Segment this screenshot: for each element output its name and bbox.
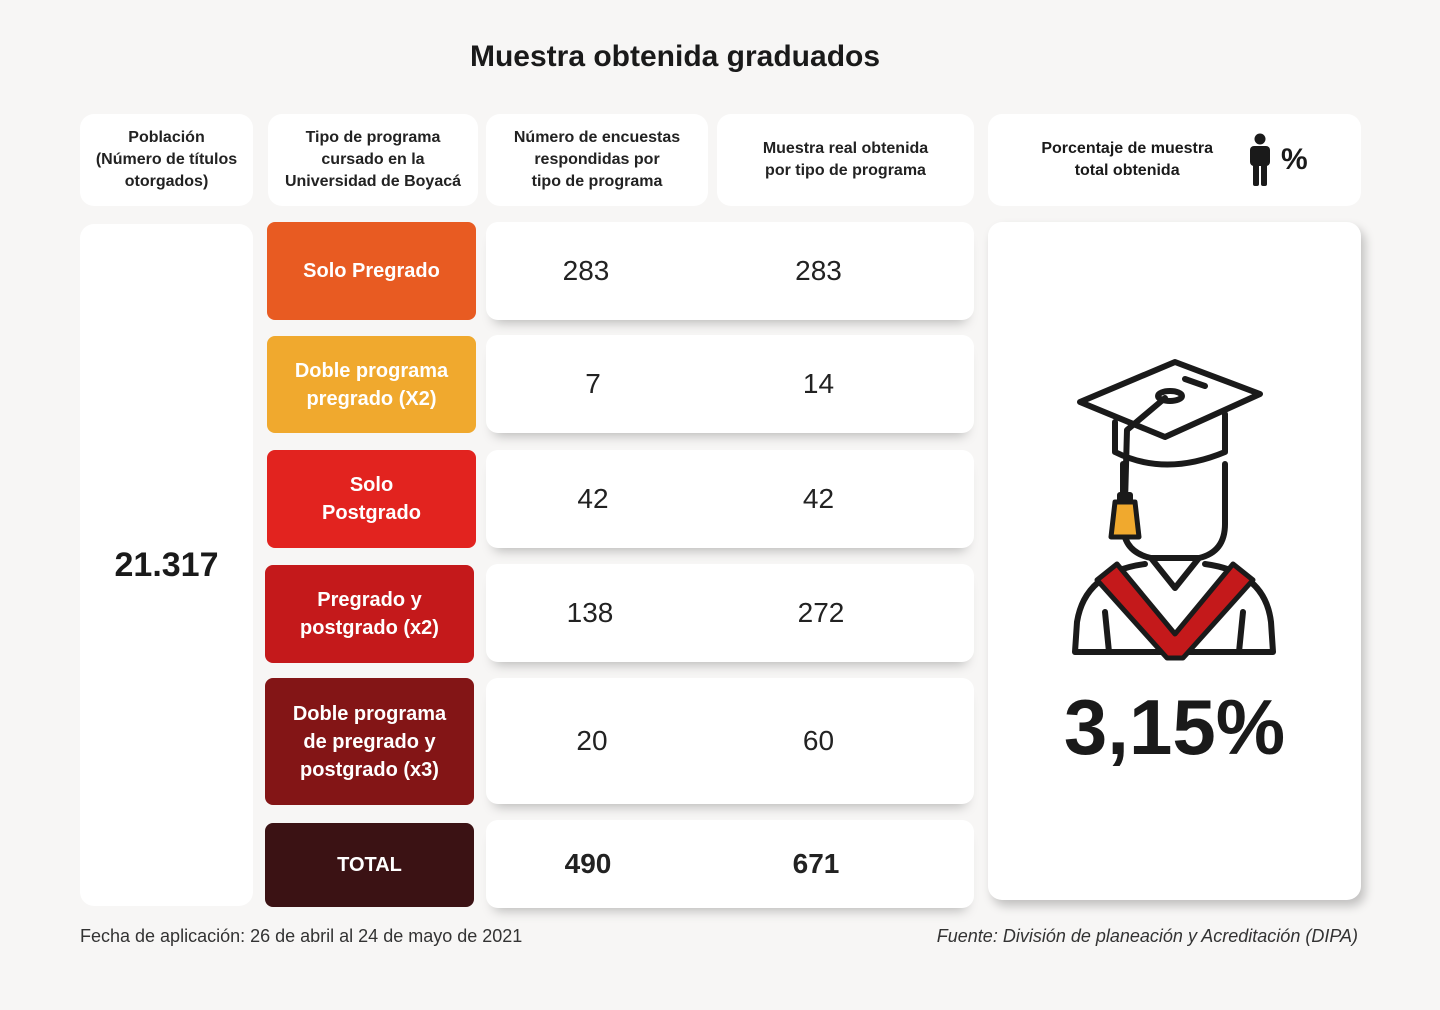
header-population: Población (Número de títulos otorgados) <box>80 114 253 206</box>
sample-value: 283 <box>795 255 842 286</box>
total-sample-value: 671 <box>792 848 840 879</box>
surveys-value: 42 <box>577 483 609 514</box>
total-row: 490 671 <box>486 820 974 908</box>
surveys-value: 138 <box>566 597 614 628</box>
program-doble-pregrado-postgrado: Doble programa de pregrado y postgrado (… <box>265 678 474 805</box>
sample-value: 42 <box>802 483 835 514</box>
source-note: Fuente: División de planeación y Acredit… <box>936 926 1358 946</box>
header-percentage-label: Porcentaje de muestra total obtenida <box>1041 140 1213 179</box>
percentage-card: 3,15% <box>988 222 1361 900</box>
application-date: Fecha de aplicación: 26 de abril al 24 d… <box>80 926 523 946</box>
surveys-value: 20 <box>576 725 608 756</box>
header-surveys: Número de encuestas respondidas por tipo… <box>486 114 708 206</box>
page-title: Muestra obtenida graduados <box>469 40 881 73</box>
surveys-value: 283 <box>562 255 610 286</box>
table-row: 283 283 <box>486 222 974 320</box>
table-row: 138 272 <box>486 564 974 662</box>
percent-symbol: % <box>1280 143 1308 176</box>
program-total: TOTAL <box>265 823 474 907</box>
header-percentage: Porcentaje de muestra total obtenida % <box>988 114 1361 206</box>
sample-value: 272 <box>797 597 845 628</box>
sample-value: 14 <box>802 368 835 399</box>
total-surveys-value: 490 <box>564 848 612 879</box>
percentage-value: 3,15% <box>1063 683 1286 771</box>
header-real-sample: Muestra real obtenida por tipo de progra… <box>717 114 974 206</box>
program-doble-pregrado: Doble programa pregrado (X2) <box>267 336 476 433</box>
sample-value: 60 <box>802 725 835 756</box>
header-program-type: Tipo de programa cursado en la Universid… <box>268 114 478 206</box>
surveys-value: 7 <box>585 368 601 399</box>
table-row: 7 14 <box>486 335 974 433</box>
population-value: 21.317 <box>80 224 253 906</box>
graduate-icon <box>1072 359 1276 661</box>
table-row: 20 60 <box>486 678 974 804</box>
program-solo-pregrado: Solo Pregrado <box>267 222 476 320</box>
table-row: 42 42 <box>486 450 974 548</box>
person-icon <box>1249 133 1270 186</box>
program-pregrado-postgrado: Pregrado y postgrado (x2) <box>265 565 474 663</box>
program-solo-postgrado: Solo Postgrado <box>267 450 476 548</box>
